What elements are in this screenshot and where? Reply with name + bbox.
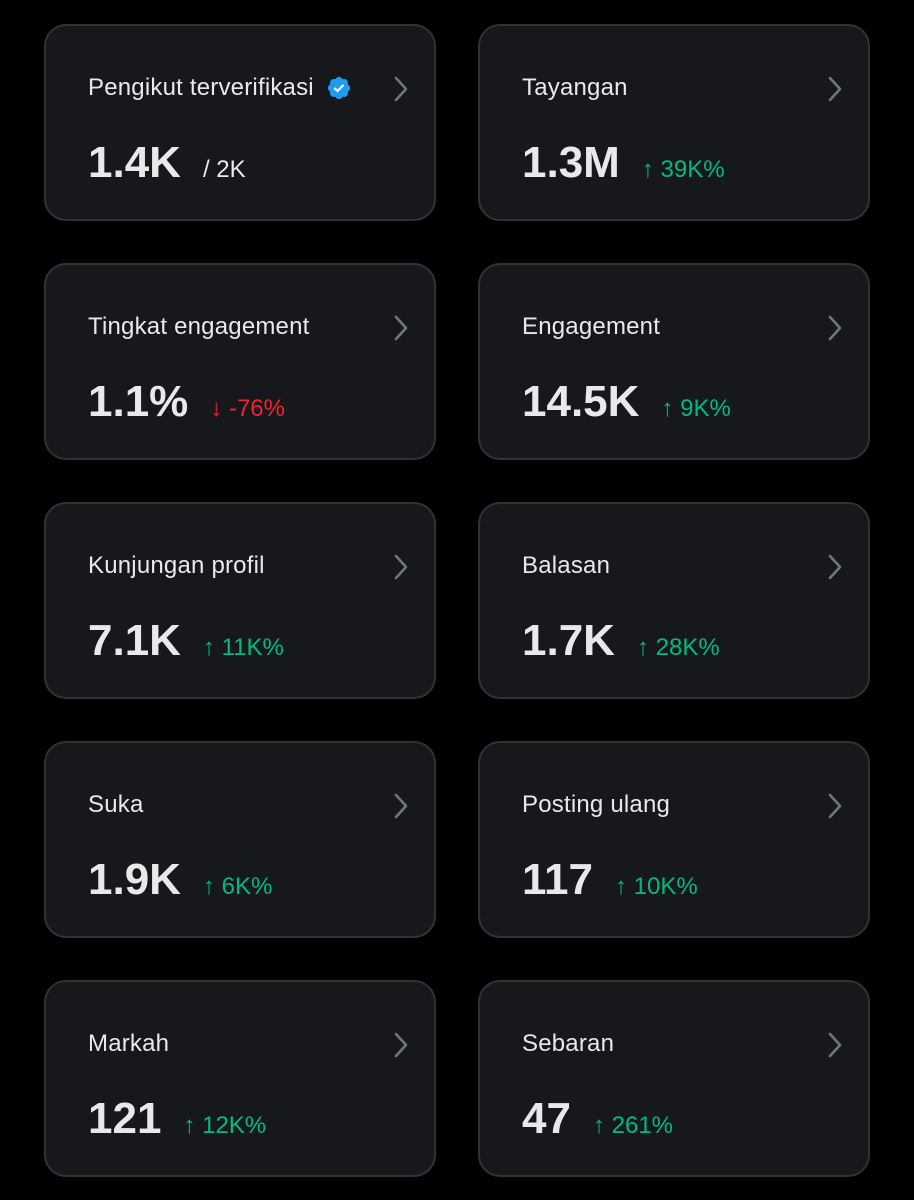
card-value: 14.5K: [522, 377, 640, 426]
value-row: 1.4K / 2K: [88, 138, 246, 188]
card-change: ↑ 10K%: [614, 873, 698, 900]
chevron-right-icon: [828, 315, 842, 341]
card-profile-visits[interactable]: Kunjungan profil 7.1K ↑ 11K%: [44, 502, 436, 699]
chevron-right-icon: [394, 76, 408, 102]
card-value: 1.7K: [522, 616, 615, 665]
card-change: ↑ 11K%: [202, 634, 284, 661]
card-engagement[interactable]: Engagement 14.5K ↑ 9K%: [478, 263, 870, 460]
card-label: Tayangan: [522, 74, 628, 101]
card-change: ↑ 39K%: [641, 156, 725, 183]
card-change: ↓ -76%: [210, 395, 285, 422]
verified-badge-icon: [327, 76, 350, 100]
card-change: ↑ 28K%: [636, 634, 720, 661]
card-value: 1.1%: [88, 377, 189, 426]
chevron-right-icon: [394, 793, 408, 819]
card-label: Balasan: [522, 552, 611, 579]
value-row: 14.5K ↑ 9K%: [522, 377, 731, 427]
chevron-right-icon: [828, 793, 842, 819]
card-engagement-rate[interactable]: Tingkat engagement 1.1% ↓ -76%: [44, 263, 436, 460]
value-row: 1.3M ↑ 39K%: [522, 138, 725, 188]
card-label-wrap: Pengikut terverifikasi: [88, 74, 352, 102]
card-value: 47: [522, 1094, 571, 1143]
card-label: Pengikut terverifikasi: [88, 74, 314, 101]
metrics-grid: Pengikut terverifikasi 1.4K / 2K Tayanga…: [44, 24, 870, 1177]
chevron-right-icon: [394, 554, 408, 580]
chevron-right-icon: [828, 76, 842, 102]
card-value: 7.1K: [88, 616, 181, 665]
card-impressions[interactable]: Tayangan 1.3M ↑ 39K%: [478, 24, 870, 221]
card-verified-followers[interactable]: Pengikut terverifikasi 1.4K / 2K: [44, 24, 436, 221]
card-value: 121: [88, 1094, 162, 1143]
value-row: 47 ↑ 261%: [522, 1094, 673, 1144]
card-label: Engagement: [522, 313, 661, 340]
chevron-right-icon: [828, 1032, 842, 1058]
card-likes[interactable]: Suka 1.9K ↑ 6K%: [44, 741, 436, 938]
card-sub-value: / 2K: [202, 156, 246, 183]
card-label: Kunjungan profil: [88, 552, 265, 579]
card-label: Tingkat engagement: [88, 313, 310, 340]
card-label: Sebaran: [522, 1030, 615, 1057]
value-row: 7.1K ↑ 11K%: [88, 616, 284, 666]
card-change: ↑ 12K%: [183, 1112, 267, 1139]
card-value: 1.9K: [88, 855, 181, 904]
value-row: 117 ↑ 10K%: [522, 855, 698, 905]
card-change: ↑ 6K%: [202, 873, 273, 900]
card-label: Markah: [88, 1030, 170, 1057]
card-replies[interactable]: Balasan 1.7K ↑ 28K%: [478, 502, 870, 699]
card-change: ↑ 261%: [592, 1112, 674, 1139]
card-bookmarks[interactable]: Markah 121 ↑ 12K%: [44, 980, 436, 1177]
card-value: 117: [522, 855, 593, 904]
value-row: 1.7K ↑ 28K%: [522, 616, 720, 666]
card-reposts[interactable]: Posting ulang 117 ↑ 10K%: [478, 741, 870, 938]
value-row: 121 ↑ 12K%: [88, 1094, 266, 1144]
card-shares[interactable]: Sebaran 47 ↑ 261%: [478, 980, 870, 1177]
card-label: Suka: [88, 791, 144, 818]
chevron-right-icon: [394, 1032, 408, 1058]
card-change: ↑ 9K%: [661, 395, 731, 422]
chevron-right-icon: [394, 315, 408, 341]
value-row: 1.9K ↑ 6K%: [88, 855, 272, 905]
card-value: 1.4K: [88, 138, 181, 187]
card-value: 1.3M: [522, 138, 620, 187]
chevron-right-icon: [828, 554, 842, 580]
value-row: 1.1% ↓ -76%: [88, 377, 285, 427]
card-label: Posting ulang: [522, 791, 671, 818]
